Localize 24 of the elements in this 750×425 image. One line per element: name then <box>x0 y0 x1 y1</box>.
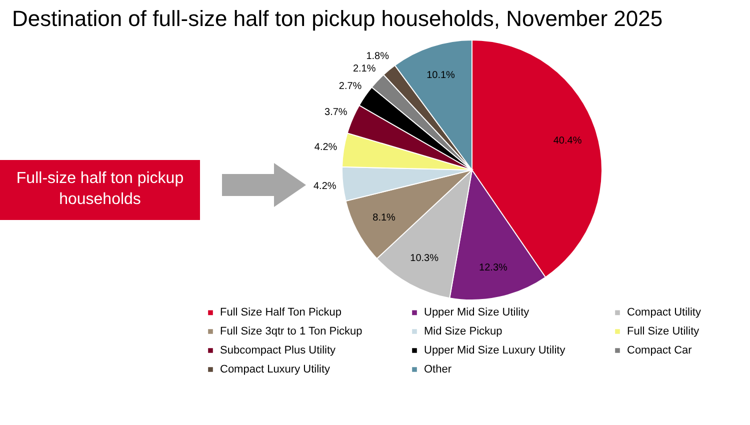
data-label: 12.3% <box>479 262 508 274</box>
legend-label: Compact Utility <box>627 306 702 319</box>
data-label: 2.1% <box>352 63 376 74</box>
legend-label: Full Size Utility <box>627 326 700 338</box>
data-label: 1.8% <box>366 51 390 62</box>
data-label: 40.4% <box>553 135 582 146</box>
legend-label: Full Size 3qtr to 1 Ton Pickup <box>220 326 362 338</box>
data-label: 10.1% <box>426 70 456 81</box>
data-label: 4.2% <box>314 142 338 154</box>
data-label: 8.1% <box>372 212 396 224</box>
legend-label: Upper Mid Size Utility <box>424 306 530 319</box>
legend-label: Upper Mid Size Luxury Utility <box>424 344 566 356</box>
legend-label: Full Size Half Ton Pickup <box>220 306 342 319</box>
data-label: 10.3% <box>410 252 439 264</box>
legend-label: Subcompact Plus Utility <box>220 344 336 356</box>
legend-label: Other <box>424 364 452 376</box>
data-label: 4.2% <box>313 181 336 192</box>
text: Full-size half ton pickup households <box>0 160 200 220</box>
chart-title: Destination of full-size half ton pickup households, November 2025 <box>12 6 663 32</box>
legend-label: Compact Luxury Utility <box>220 364 331 376</box>
data-label: 3.7% <box>324 106 348 118</box>
legend-label: Mid Size Pickup <box>424 326 502 338</box>
legend-label: Compact Car <box>627 344 692 356</box>
data-label: 2.7% <box>338 80 362 92</box>
